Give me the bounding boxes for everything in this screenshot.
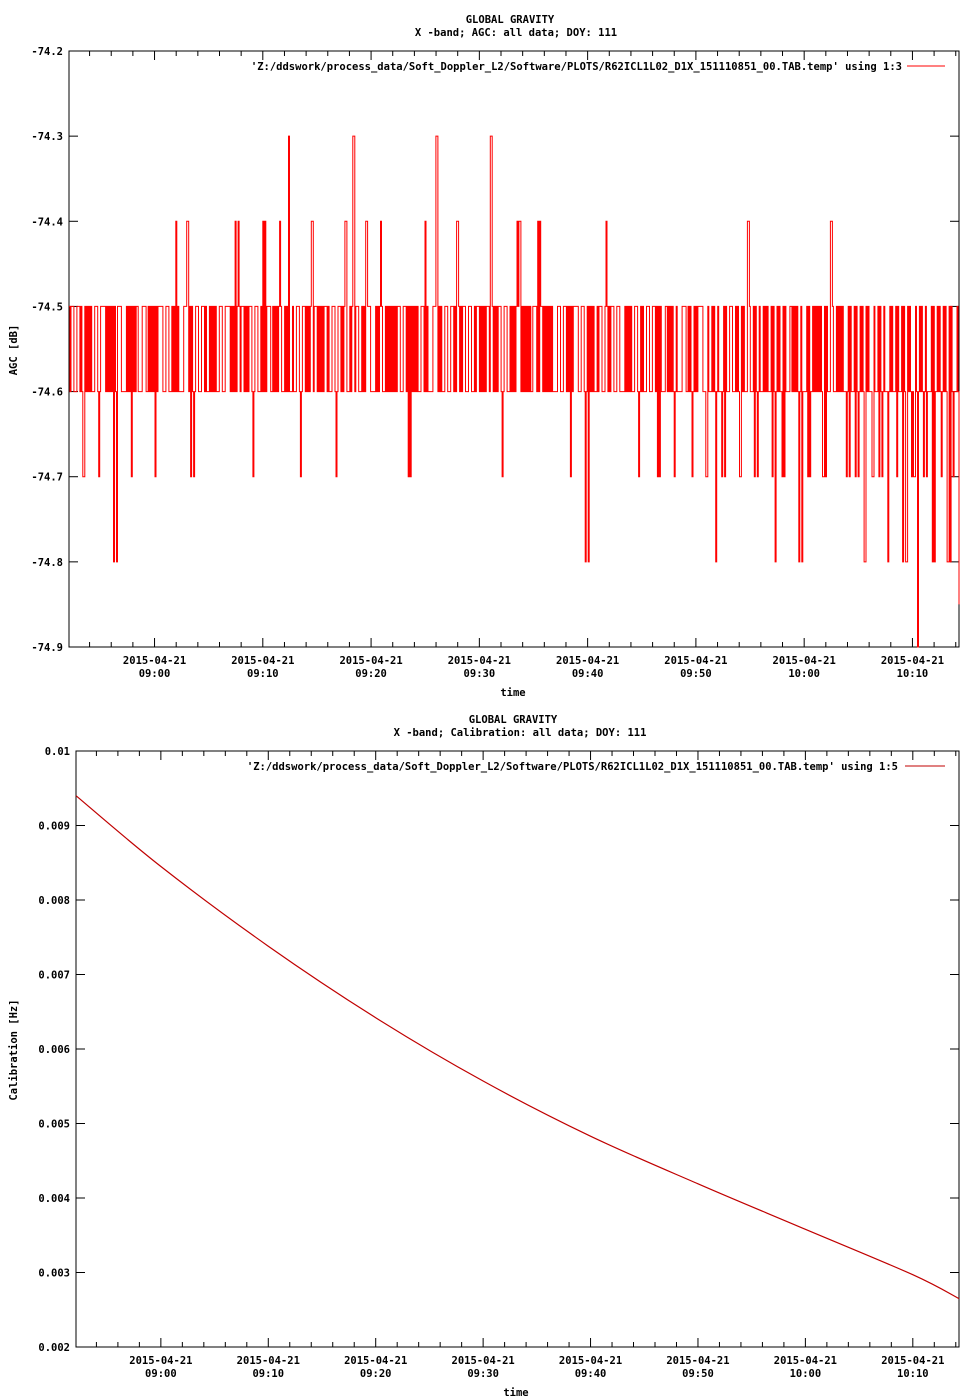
- calibration-chart: GLOBAL GRAVITY X -band; Calibration: all…: [0, 700, 980, 1400]
- calibration-series-line: [75, 795, 960, 1300]
- x-tick-date-label: 2015-04-21: [452, 1355, 515, 1367]
- y-tick-label: -74.6: [31, 387, 63, 399]
- y-tick-label: 0.004: [38, 1193, 70, 1205]
- x-tick-date-label: 2015-04-21: [664, 655, 727, 667]
- y-axis-label: Calibration [Hz]: [8, 999, 20, 1100]
- x-tick-date-label: 2015-04-21: [237, 1355, 300, 1367]
- x-tick-date-label: 2015-04-21: [559, 1355, 622, 1367]
- x-tick-time-label: 09:20: [360, 1368, 392, 1380]
- x-tick-time-label: 09:20: [355, 668, 387, 680]
- x-tick-time-label: 09:40: [572, 668, 604, 680]
- x-tick-time-label: 09:00: [139, 668, 171, 680]
- y-tick-label: 0.01: [45, 746, 70, 758]
- x-tick-time-label: 09:40: [575, 1368, 607, 1380]
- calibration-chart-svg: GLOBAL GRAVITY X -band; Calibration: all…: [8, 714, 960, 1399]
- chart-subtitle: X -band; AGC: all data; DOY: 111: [415, 27, 617, 39]
- y-tick-label: 0.002: [38, 1342, 70, 1354]
- y-tick-label: -74.3: [31, 131, 63, 143]
- y-tick-label: 0.007: [38, 970, 70, 982]
- x-tick-time-label: 09:10: [247, 668, 279, 680]
- y-tick-label: 0.009: [38, 821, 70, 833]
- x-axis-label: time: [503, 1387, 528, 1399]
- x-tick-time-label: 09:50: [682, 1368, 714, 1380]
- x-tick-date-label: 2015-04-21: [123, 655, 186, 667]
- x-tick-time-label: 09:10: [252, 1368, 284, 1380]
- y-tick-label: -74.8: [31, 557, 63, 569]
- x-tick-time-label: 10:10: [897, 668, 929, 680]
- x-tick-date-label: 2015-04-21: [773, 655, 836, 667]
- x-tick-time-label: 10:00: [788, 668, 820, 680]
- y-tick-label: -74.9: [31, 642, 63, 654]
- y-tick-label: 0.003: [38, 1268, 70, 1280]
- y-tick-label: -74.2: [31, 46, 63, 58]
- x-tick-date-label: 2015-04-21: [774, 1355, 837, 1367]
- agc-series-line: [69, 135, 960, 648]
- y-tick-label: -74.7: [31, 472, 63, 484]
- x-tick-date-label: 2015-04-21: [556, 655, 619, 667]
- agc-chart-svg: GLOBAL GRAVITY X -band; AGC: all data; D…: [8, 14, 960, 699]
- x-tick-date-label: 2015-04-21: [881, 1355, 944, 1367]
- x-tick-date-label: 2015-04-21: [339, 655, 402, 667]
- x-tick-date-label: 2015-04-21: [666, 1355, 729, 1367]
- x-tick-time-label: 10:00: [790, 1368, 822, 1380]
- chart-subtitle: X -band; Calibration: all data; DOY: 111: [394, 727, 647, 739]
- y-tick-label: 0.006: [38, 1044, 70, 1056]
- x-tick-time-label: 10:10: [897, 1368, 929, 1380]
- x-tick-date-label: 2015-04-21: [344, 1355, 407, 1367]
- y-tick-label: 0.008: [38, 895, 70, 907]
- legend-label: 'Z:/ddswork/process_data/Soft_Doppler_L2…: [251, 61, 902, 73]
- chart-title: GLOBAL GRAVITY: [466, 14, 555, 26]
- chart-title: GLOBAL GRAVITY: [469, 714, 558, 726]
- agc-chart: GLOBAL GRAVITY X -band; AGC: all data; D…: [8, 14, 960, 699]
- x-axis-label: time: [500, 687, 525, 699]
- x-tick-time-label: 09:30: [464, 668, 496, 680]
- y-axis-label: AGC [dB]: [8, 325, 20, 376]
- legend-label: 'Z:/ddswork/process_data/Soft_Doppler_L2…: [247, 761, 898, 773]
- y-tick-label: 0.005: [38, 1119, 70, 1131]
- y-tick-label: -74.4: [31, 216, 63, 228]
- x-tick-date-label: 2015-04-21: [881, 655, 944, 667]
- x-tick-time-label: 09:50: [680, 668, 712, 680]
- x-tick-date-label: 2015-04-21: [448, 655, 511, 667]
- plot-border: [68, 50, 960, 648]
- x-tick-time-label: 09:30: [467, 1368, 499, 1380]
- x-tick-date-label: 2015-04-21: [129, 1355, 192, 1367]
- y-tick-label: -74.5: [31, 301, 63, 313]
- x-tick-time-label: 09:00: [145, 1368, 177, 1380]
- x-tick-date-label: 2015-04-21: [231, 655, 294, 667]
- plot-border: [75, 750, 960, 1348]
